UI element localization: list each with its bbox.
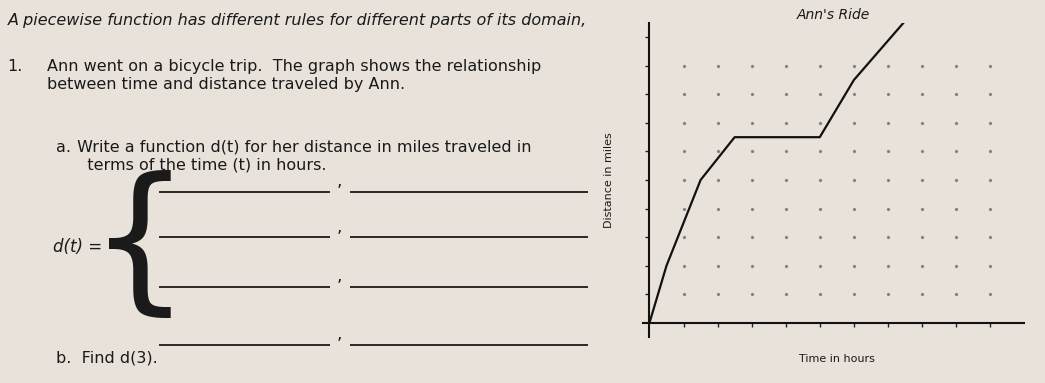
Text: ,: , bbox=[336, 267, 342, 285]
Text: b.  Find d(3).: b. Find d(3). bbox=[56, 351, 158, 366]
Text: ,: , bbox=[336, 172, 342, 190]
Title: Ann's Ride: Ann's Ride bbox=[796, 8, 870, 22]
Text: ,: , bbox=[336, 218, 342, 236]
Text: A piecewise function has different rules for different parts of its domain,: A piecewise function has different rules… bbox=[7, 13, 586, 28]
Text: Time in hours: Time in hours bbox=[798, 354, 875, 364]
Text: Write a function d(t) for her distance in miles traveled in
   terms of the time: Write a function d(t) for her distance i… bbox=[71, 140, 531, 172]
Text: Distance in miles: Distance in miles bbox=[604, 132, 613, 228]
Text: {: { bbox=[89, 170, 190, 324]
Text: a.: a. bbox=[56, 140, 71, 155]
Text: 1.: 1. bbox=[7, 59, 23, 74]
Text: d(t) =: d(t) = bbox=[53, 238, 102, 256]
Text: Ann went on a bicycle trip.  The graph shows the relationship
between time and d: Ann went on a bicycle trip. The graph sh… bbox=[47, 59, 541, 92]
Text: ,: , bbox=[336, 325, 342, 343]
